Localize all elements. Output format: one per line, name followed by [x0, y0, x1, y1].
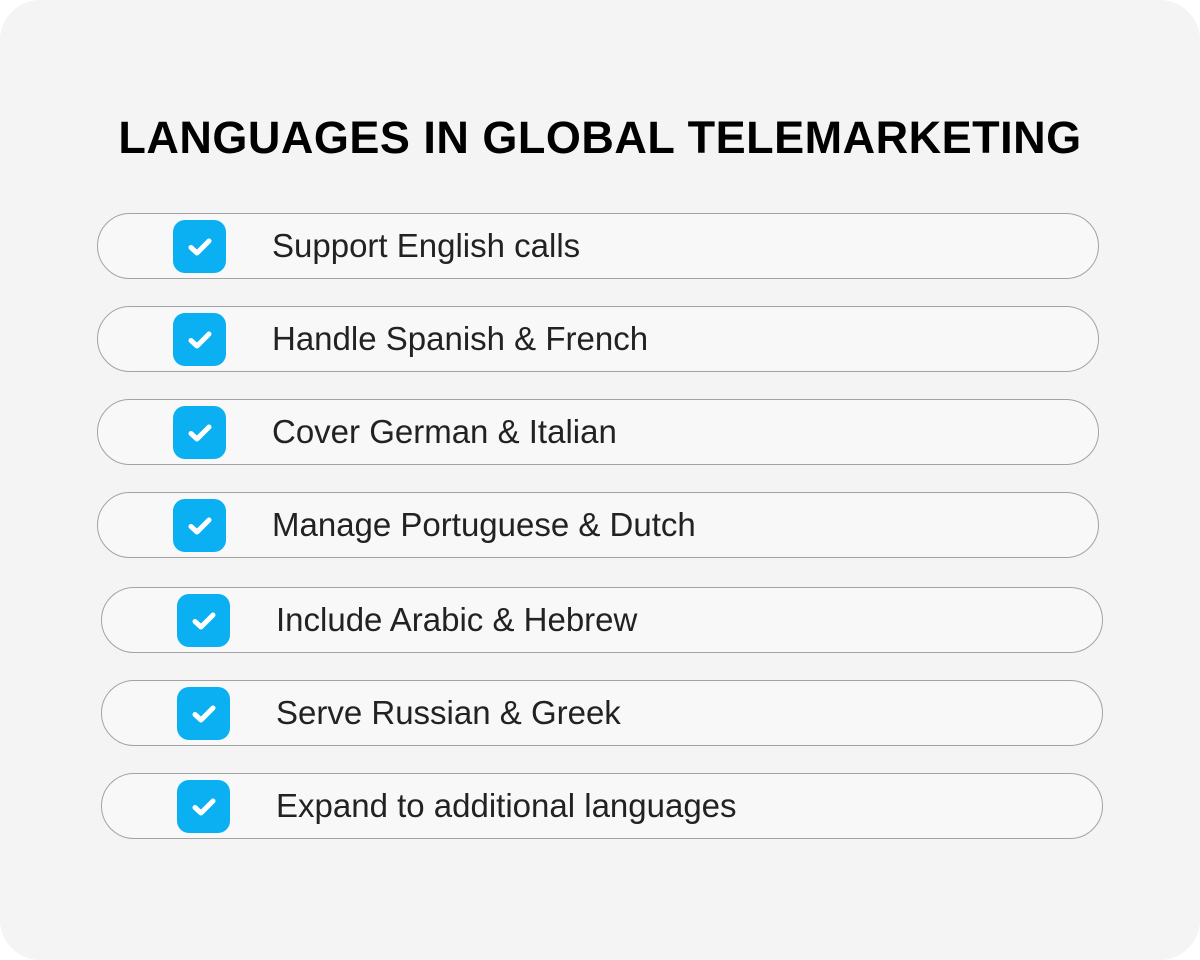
- checklist-item: Manage Portuguese & Dutch: [97, 492, 1099, 558]
- checklist-item: Handle Spanish & French: [97, 306, 1099, 372]
- page-title: LANGUAGES IN GLOBAL TELEMARKETING: [118, 112, 1082, 163]
- checklist-item: Include Arabic & Hebrew: [101, 587, 1103, 653]
- checkbox-checked-icon[interactable]: [177, 780, 230, 833]
- checklist-item-label: Manage Portuguese & Dutch: [272, 506, 696, 543]
- checklist-item-label: Handle Spanish & French: [272, 320, 649, 357]
- checklist-item: Support English calls: [97, 213, 1099, 279]
- checklist-item: Cover German & Italian: [97, 399, 1099, 465]
- checkbox-checked-icon[interactable]: [173, 499, 226, 552]
- checkbox-checked-icon[interactable]: [173, 406, 226, 459]
- checklist-item-label: Expand to additional languages: [276, 787, 737, 824]
- checkbox-checked-icon[interactable]: [173, 220, 226, 273]
- checkbox-checked-icon[interactable]: [177, 594, 230, 647]
- checklist-item-label: Serve Russian & Greek: [276, 694, 621, 731]
- checkbox-checked-icon[interactable]: [173, 313, 226, 366]
- checklist-item: Serve Russian & Greek: [101, 680, 1103, 746]
- checklist-item-label: Support English calls: [272, 227, 581, 264]
- checklist-item-label: Include Arabic & Hebrew: [276, 601, 638, 638]
- checklist-item: Expand to additional languages: [101, 773, 1103, 839]
- checkbox-checked-icon[interactable]: [177, 687, 230, 740]
- checklist-item-label: Cover German & Italian: [272, 413, 617, 450]
